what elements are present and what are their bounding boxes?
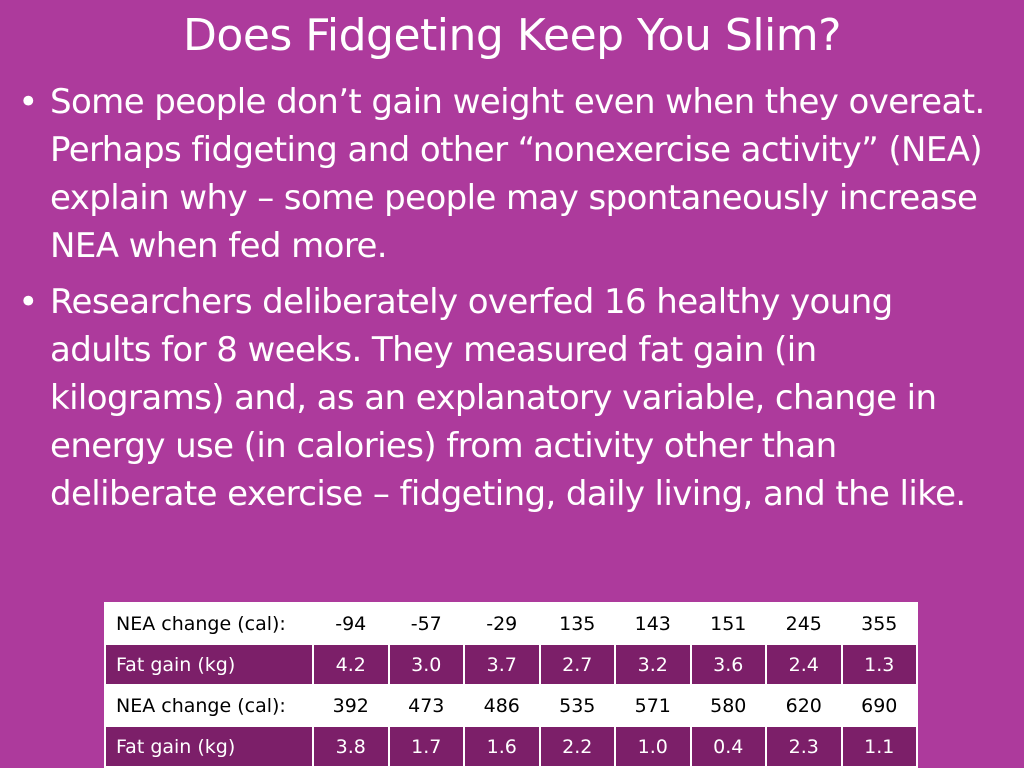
table-cell: 355 xyxy=(840,602,918,645)
bullet-text: Some people don’t gain weight even when … xyxy=(50,82,985,266)
row-label: Fat gain (kg) xyxy=(104,725,314,768)
table-cell: -57 xyxy=(387,602,465,645)
table-cell: 571 xyxy=(614,684,692,727)
table-cell: 143 xyxy=(614,602,692,645)
table-cell: 392 xyxy=(312,684,390,727)
table-row: Fat gain (kg) 4.2 3.0 3.7 2.7 3.2 3.6 2.… xyxy=(104,643,918,686)
table-cell: 473 xyxy=(387,684,465,727)
table-cell: 2.2 xyxy=(538,725,616,768)
table-cell: 3.6 xyxy=(689,643,767,686)
row-label: NEA change (cal): xyxy=(104,602,314,645)
table-cell: 245 xyxy=(765,602,843,645)
table-cell: 1.6 xyxy=(463,725,541,768)
table-cell: 151 xyxy=(689,602,767,645)
table-cell: 1.7 xyxy=(387,725,465,768)
table-cell: 1.0 xyxy=(614,725,692,768)
table-cell: 486 xyxy=(463,684,541,727)
row-label: NEA change (cal): xyxy=(104,684,314,727)
table-cell: 3.0 xyxy=(387,643,465,686)
bullet-marker: • xyxy=(18,282,38,322)
table-cell: 4.2 xyxy=(312,643,390,686)
table-cell: 3.2 xyxy=(614,643,692,686)
table-cell: 2.3 xyxy=(765,725,843,768)
table-cell: 3.7 xyxy=(463,643,541,686)
table-cell: 135 xyxy=(538,602,616,645)
table-cell: 2.7 xyxy=(538,643,616,686)
table-row: NEA change (cal): 392 473 486 535 571 58… xyxy=(104,684,918,727)
table-cell: 1.3 xyxy=(840,643,918,686)
table-cell: 580 xyxy=(689,684,767,727)
table-cell: 690 xyxy=(840,684,918,727)
table-cell: 620 xyxy=(765,684,843,727)
table-row: Fat gain (kg) 3.8 1.7 1.6 2.2 1.0 0.4 2.… xyxy=(104,725,918,768)
table-cell: 2.4 xyxy=(765,643,843,686)
nea-fat-gain-table: NEA change (cal): -94 -57 -29 135 143 15… xyxy=(104,602,918,768)
table-cell: 1.1 xyxy=(840,725,918,768)
bullet-text: Researchers deliberately overfed 16 heal… xyxy=(50,282,966,514)
table-cell: -29 xyxy=(463,602,541,645)
data-table-container: NEA change (cal): -94 -57 -29 135 143 15… xyxy=(104,602,918,768)
table-cell: 535 xyxy=(538,684,616,727)
table-cell: 0.4 xyxy=(689,725,767,768)
slide-title: Does Fidgeting Keep You Slim? xyxy=(183,10,841,61)
table-row: NEA change (cal): -94 -57 -29 135 143 15… xyxy=(104,602,918,645)
table-cell: 3.8 xyxy=(312,725,390,768)
bullet-item: • Researchers deliberately overfed 16 he… xyxy=(18,278,998,518)
bullet-marker: • xyxy=(18,82,38,122)
bullet-item: • Some people don’t gain weight even whe… xyxy=(18,78,998,270)
row-label: Fat gain (kg) xyxy=(104,643,314,686)
table-cell: -94 xyxy=(312,602,390,645)
bullet-list: • Some people don’t gain weight even whe… xyxy=(18,78,998,526)
